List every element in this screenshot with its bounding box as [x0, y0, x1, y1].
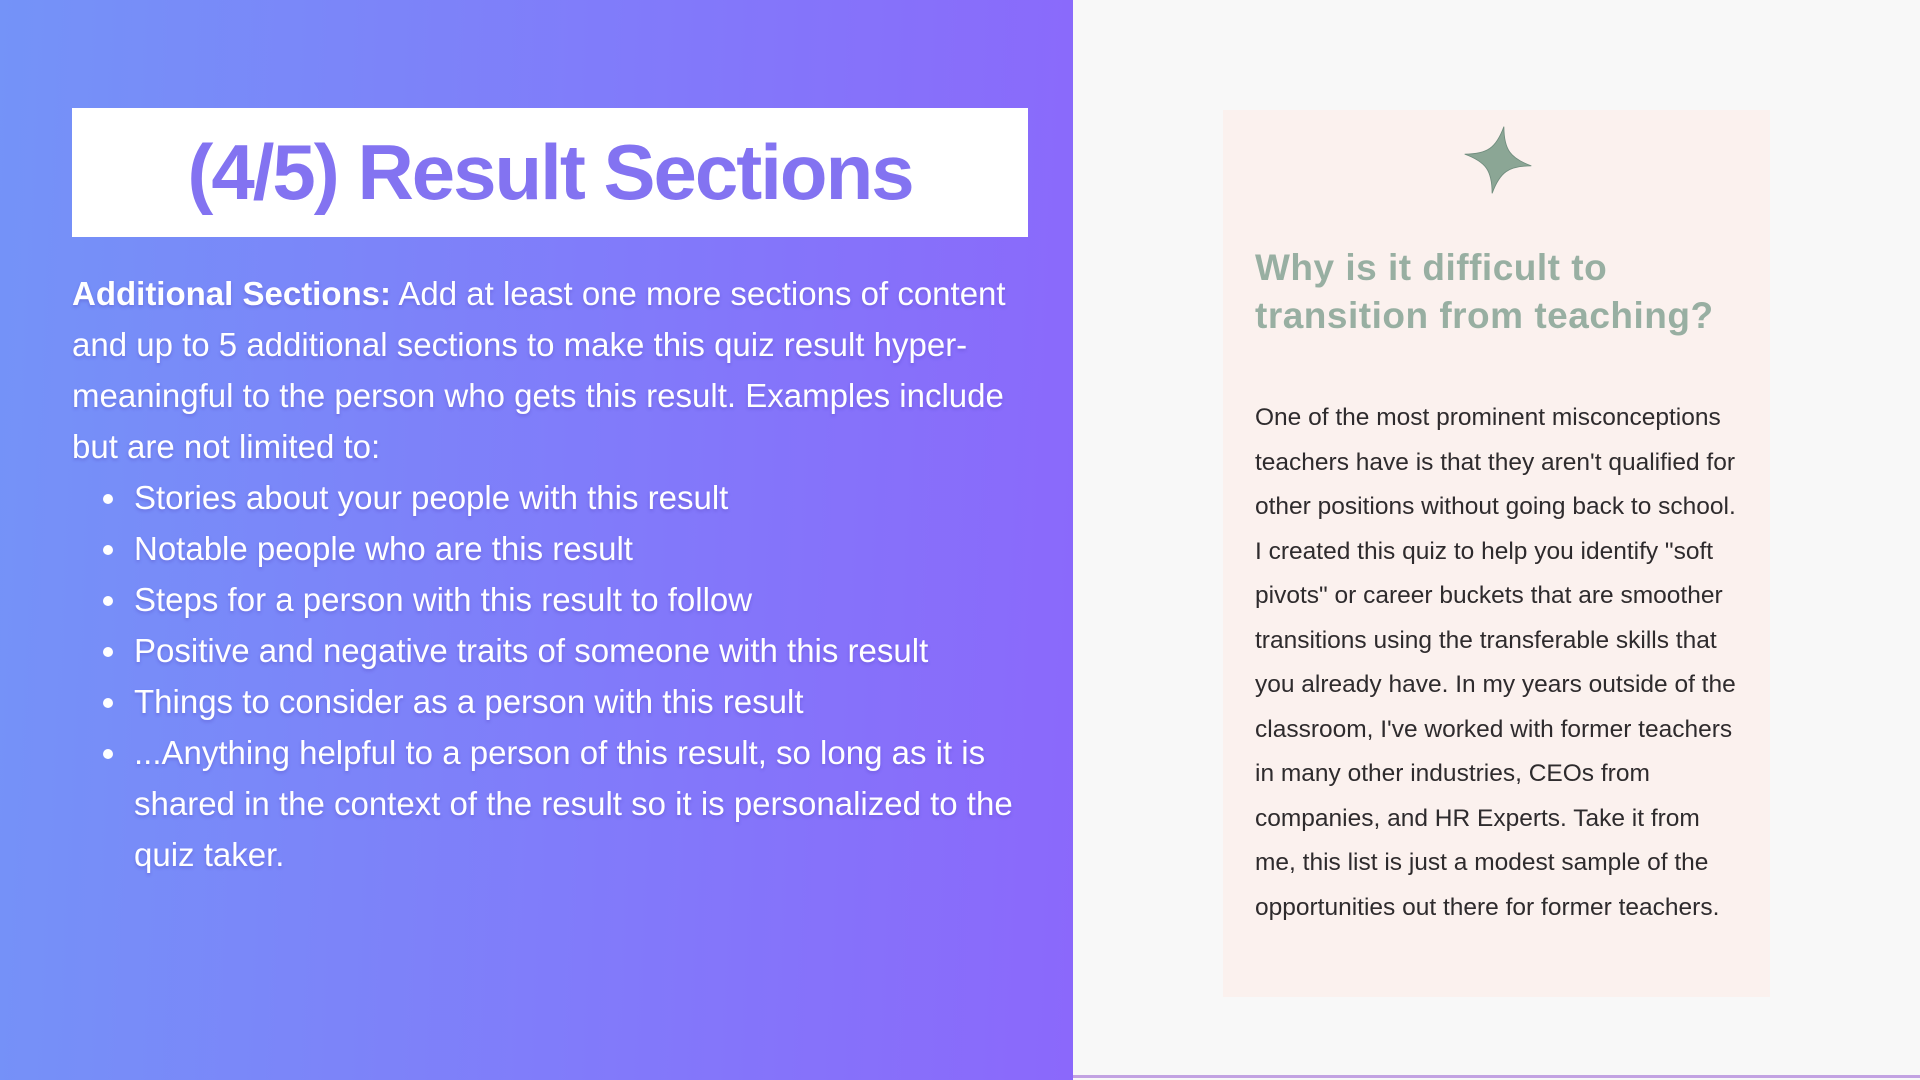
card-heading-line1: Why is it difficult to: [1255, 247, 1608, 288]
bottom-accent-line: [1073, 1075, 1920, 1078]
instructions-paragraph: Additional Sections: Add at least one mo…: [72, 268, 1022, 472]
list-item: Notable people who are this result: [130, 523, 1022, 574]
list-item: Positive and negative traits of someone …: [130, 625, 1022, 676]
quiz-result-card: Why is it difficult to transition from t…: [1223, 110, 1770, 997]
left-gradient-panel: (4/5) Result Sections Additional Section…: [0, 0, 1073, 1080]
instructions-text: Add at least one more sections of conten…: [72, 275, 1006, 465]
list-item: ...Anything helpful to a person of this …: [130, 727, 1022, 880]
slide-title-banner: (4/5) Result Sections: [72, 108, 1028, 237]
list-item: Things to consider as a person with this…: [130, 676, 1022, 727]
instructions-lead: Additional Sections:: [72, 275, 392, 312]
list-item: Stories about your people with this resu…: [130, 472, 1022, 523]
instructions-block: Additional Sections: Add at least one mo…: [72, 268, 1022, 880]
card-heading: Why is it difficult to transition from t…: [1255, 244, 1740, 340]
slide-title: (4/5) Result Sections: [187, 128, 914, 216]
card-body-text: One of the most prominent misconceptions…: [1255, 404, 1736, 921]
list-item: Steps for a person with this result to f…: [130, 574, 1022, 625]
right-preview-panel: Why is it difficult to transition from t…: [1073, 0, 1920, 1080]
sparkle-icon: [1464, 126, 1531, 194]
card-heading-line2: transition from teaching?: [1255, 295, 1714, 336]
examples-list: Stories about your people with this resu…: [72, 472, 1022, 880]
